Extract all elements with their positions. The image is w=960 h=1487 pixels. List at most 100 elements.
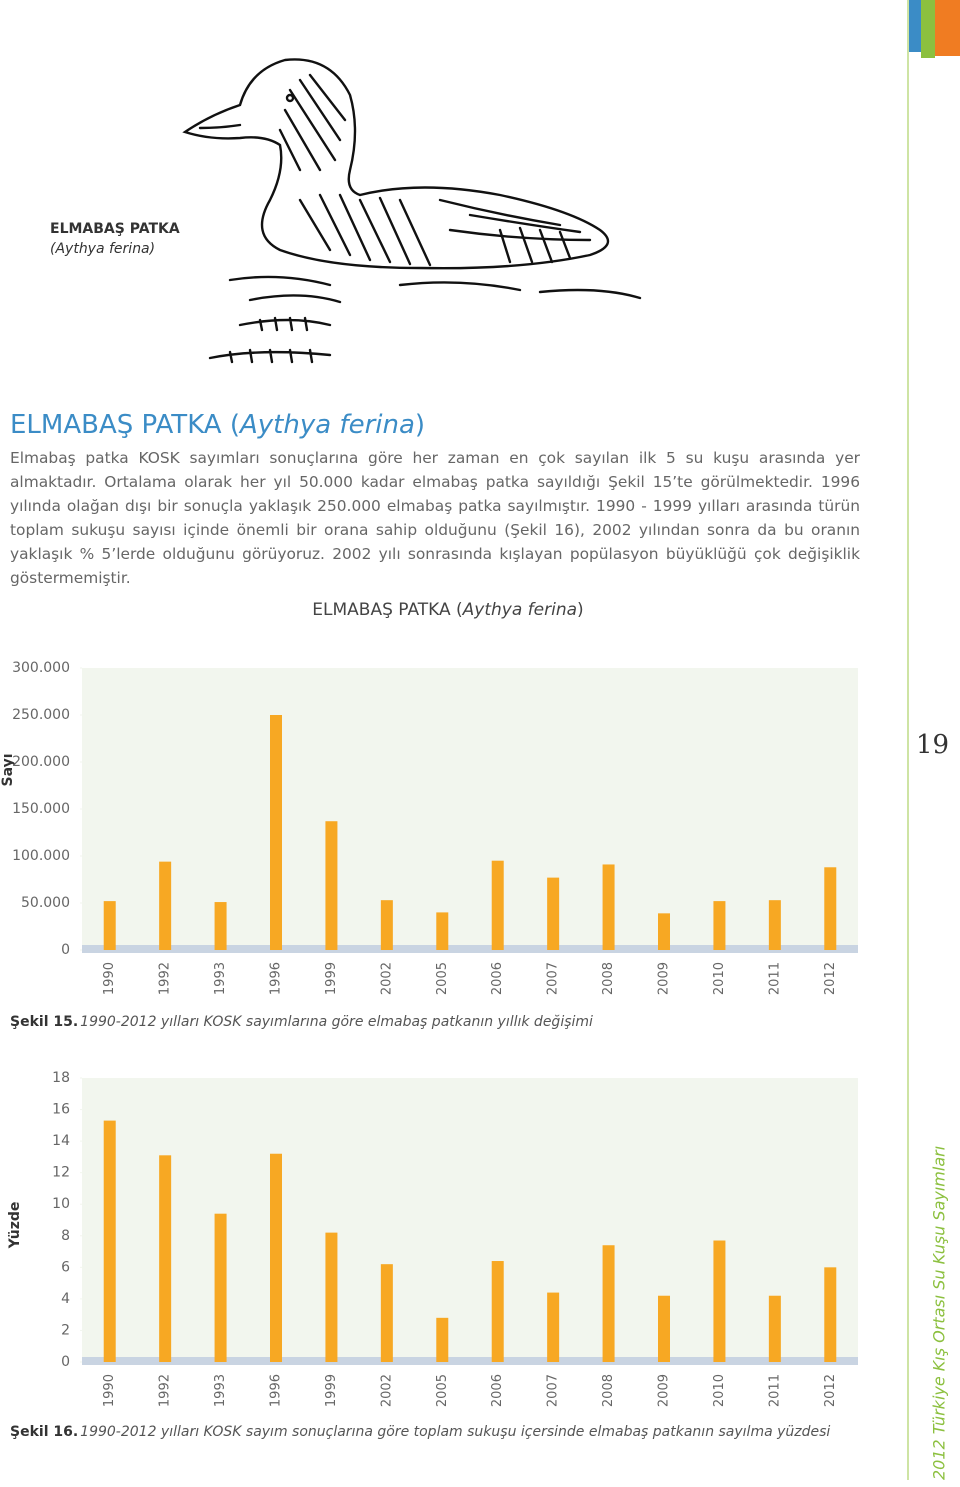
bar — [159, 861, 172, 950]
chart-title-end: ) — [577, 600, 584, 620]
y-tick-label: 12 — [52, 1165, 70, 1181]
y-tick-label: 0 — [61, 1354, 70, 1370]
page-number: 19 — [916, 730, 950, 760]
figure-caption: Şekil 15. 1990-2012 yılları KOSK sayımlar… — [10, 1014, 593, 1030]
species-name: ELMABAŞ PATKA — [50, 221, 180, 237]
chart-title-text: ELMABAŞ PATKA ( — [312, 600, 462, 620]
duck-sketch — [182, 58, 642, 364]
figure-text: 1990-2012 yılları KOSK sayım sonuçlarına… — [80, 1424, 830, 1440]
x-tick-label: 2008 — [601, 962, 616, 995]
x-tick-label: 1990 — [102, 962, 117, 995]
heading-end: ) — [414, 410, 426, 440]
bar — [658, 1295, 670, 1362]
x-tick-label: 2002 — [379, 962, 394, 995]
y-tick-label: 200.000 — [12, 754, 70, 770]
chart-title-italic: Aythya ferina — [462, 600, 577, 620]
species-latin: (Aythya ferina) — [50, 241, 156, 257]
y-tick-label: 18 — [52, 1070, 70, 1086]
heading-text: ELMABAŞ PATKA ( — [10, 410, 240, 440]
y-tick-label: 300.000 — [12, 660, 70, 676]
bar — [325, 1232, 338, 1362]
x-tick-label: 2010 — [712, 962, 727, 995]
y-tick-label: 0 — [61, 942, 70, 958]
y-tick-label: 14 — [52, 1133, 70, 1149]
heading-italic: Aythya ferina — [239, 410, 415, 440]
x-tick-label: 2008 — [601, 1374, 616, 1407]
illustration-caption: ELMABAŞ PATKA (Aythya ferina) — [50, 219, 180, 259]
bar — [436, 912, 449, 950]
y-tick-label: 150.000 — [12, 801, 70, 817]
bar — [547, 877, 560, 950]
x-tick-label: 1990 — [102, 1374, 117, 1407]
y-tick-label: 2 — [61, 1322, 70, 1338]
bar — [436, 1317, 449, 1362]
y-tick-label: 8 — [61, 1228, 70, 1244]
x-tick-label: 2006 — [490, 1374, 505, 1407]
x-tick-label: 2007 — [546, 1374, 561, 1407]
bar — [491, 860, 504, 950]
chart-title: ELMABAŞ PATKA (Aythya ferina) — [312, 600, 583, 620]
x-tick-label: 2012 — [823, 1374, 838, 1407]
figure-label: Şekil 16. — [10, 1424, 78, 1440]
y-tick-label: 4 — [61, 1291, 70, 1307]
x-tick-label: 2002 — [379, 1374, 394, 1407]
x-tick-label: 1996 — [269, 962, 284, 995]
deco-bar — [921, 0, 935, 58]
plot-area — [82, 668, 858, 950]
bar — [103, 1120, 116, 1362]
x-tick-label: 2006 — [490, 962, 505, 995]
x-tick-label: 2011 — [767, 1374, 782, 1407]
bar — [658, 913, 670, 950]
x-tick-label: 2010 — [712, 1374, 727, 1407]
figure-text: 1990-2012 yılları KOSK sayımlarına göre … — [80, 1014, 593, 1030]
bar — [214, 902, 227, 950]
x-tick-label: 2005 — [435, 962, 450, 995]
plot-area — [82, 1078, 858, 1362]
bar — [824, 867, 837, 950]
side-text: 2012 Türkiye Kış Ortası Su Kuşu Sayımlar… — [930, 1146, 949, 1480]
bar — [602, 864, 615, 950]
x-tick-label: 1993 — [213, 1374, 228, 1407]
x-tick-label: 1992 — [158, 962, 173, 995]
x-tick-label: 2012 — [823, 962, 838, 995]
heading: ELMABAŞ PATKA (Aythya ferina) — [10, 410, 425, 440]
bar — [159, 1155, 172, 1362]
bar — [768, 1295, 781, 1362]
y-axis-label: Yüzde — [7, 1202, 23, 1250]
x-tick-label: 2007 — [546, 962, 561, 995]
x-tick-label: 1992 — [158, 1374, 173, 1407]
bar — [325, 821, 338, 950]
figure-caption: Şekil 16. 1990-2012 yılları KOSK sayım so… — [10, 1424, 830, 1440]
bar — [380, 1264, 393, 1362]
bar — [713, 901, 726, 950]
bar — [270, 1153, 282, 1362]
y-axis-label: Sayı — [0, 753, 16, 786]
y-tick-label: 50.000 — [21, 895, 70, 911]
bar — [103, 901, 116, 950]
x-tick-label: 2009 — [657, 1374, 672, 1407]
bar — [824, 1267, 837, 1362]
bar — [713, 1240, 726, 1362]
y-tick-label: 6 — [61, 1259, 70, 1275]
x-tick-label: 2011 — [767, 962, 782, 995]
bar — [768, 900, 781, 950]
y-tick-label: 16 — [52, 1102, 70, 1118]
x-axis-band — [82, 945, 858, 953]
bar — [547, 1292, 560, 1362]
x-tick-label: 2005 — [435, 1374, 450, 1407]
bar — [214, 1213, 227, 1362]
bar — [380, 900, 393, 950]
y-tick-label: 100.000 — [12, 848, 70, 864]
x-tick-label: 1993 — [213, 962, 228, 995]
x-tick-label: 1996 — [269, 1374, 284, 1407]
body-text: Elmabaş patka KOSK sayımları sonuçlarına… — [10, 449, 860, 587]
x-axis-band — [82, 1357, 858, 1365]
bar — [602, 1245, 615, 1362]
y-tick-label: 250.000 — [12, 707, 70, 723]
bar — [270, 715, 282, 950]
figure-label: Şekil 15. — [10, 1014, 78, 1030]
deco-bar — [935, 0, 960, 56]
bar — [491, 1261, 504, 1362]
